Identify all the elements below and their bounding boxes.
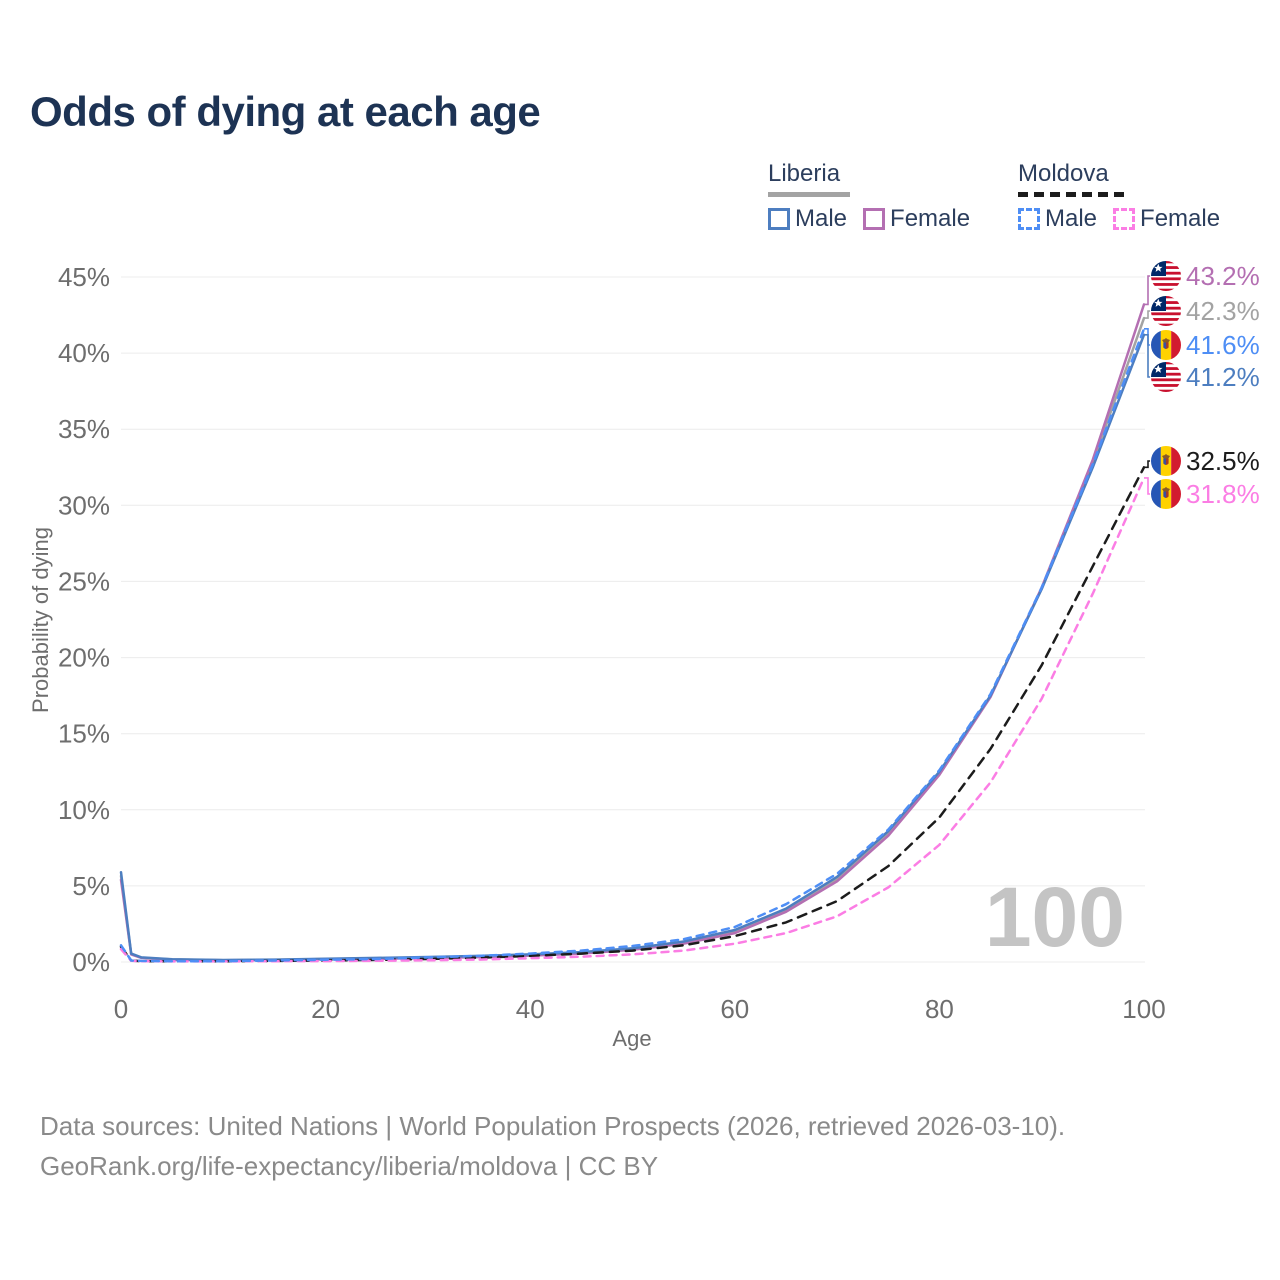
legend-country-liberia: Liberia bbox=[768, 160, 841, 187]
liberia-flag-icon bbox=[1151, 296, 1182, 327]
legend-item-liberia-female: Female bbox=[863, 205, 970, 233]
legend-label-moldova-female: Female bbox=[1140, 205, 1221, 232]
x-tick: 20 bbox=[311, 994, 340, 1024]
y-tick: 30% bbox=[58, 490, 110, 520]
y-axis-ticks: 0% 5% 10% 15% 20% 25% 30% 35% 40% 45% bbox=[58, 262, 110, 977]
x-axis-ticks: 0 20 40 60 80 100 bbox=[114, 994, 1166, 1024]
line-moldova-male bbox=[119, 327, 1146, 963]
end-label-value: 42.3% bbox=[1186, 296, 1260, 326]
end-label-value: 32.5% bbox=[1186, 446, 1260, 476]
label-connector bbox=[1144, 275, 1151, 306]
moldova-female-swatch-icon bbox=[1113, 208, 1136, 230]
legend-items-liberia: Male Female bbox=[768, 205, 970, 233]
liberia-flag-icon bbox=[1151, 261, 1182, 292]
series-lines bbox=[119, 303, 1146, 963]
line-moldova-both bbox=[119, 466, 1146, 963]
y-tick: 15% bbox=[58, 719, 110, 749]
end-label-liberia-male: 41.2% bbox=[1151, 362, 1260, 393]
end-labels: 43.2% 42.3% 41.6% 41.2% 32.5% 31.8% bbox=[1151, 261, 1260, 510]
y-tick: 25% bbox=[58, 566, 110, 596]
line-liberia-both bbox=[119, 316, 1146, 962]
moldova-flag-icon bbox=[1151, 330, 1182, 361]
y-tick: 40% bbox=[58, 338, 110, 368]
end-label-moldova-female: 31.8% bbox=[1151, 479, 1260, 510]
y-tick: 45% bbox=[58, 262, 110, 292]
x-tick: 80 bbox=[925, 994, 954, 1024]
legend-group-liberia: Liberia Male Female bbox=[768, 160, 970, 233]
data-sources-text: Data sources: United Nations | World Pop… bbox=[40, 1111, 1066, 1141]
legend-item-moldova-female: Female bbox=[1113, 205, 1220, 233]
line-liberia-female bbox=[119, 303, 1146, 962]
legend-group-moldova: Moldova Male Female bbox=[1018, 160, 1220, 233]
age-watermark: 100 bbox=[985, 870, 1125, 964]
end-label-value: 31.8% bbox=[1186, 479, 1260, 509]
label-connector bbox=[1144, 460, 1151, 469]
moldova-flag-icon bbox=[1151, 479, 1182, 510]
x-tick: 40 bbox=[516, 994, 545, 1024]
legend-underline-moldova bbox=[1018, 192, 1124, 197]
legend-underline-liberia bbox=[768, 192, 850, 197]
end-label-moldova-male: 41.6% bbox=[1151, 330, 1260, 361]
legend-items-moldova: Male Female bbox=[1018, 205, 1220, 233]
label-connector bbox=[1144, 477, 1151, 495]
gridlines bbox=[121, 276, 1145, 963]
y-tick: 0% bbox=[72, 947, 110, 977]
y-tick: 20% bbox=[58, 643, 110, 673]
label-connector bbox=[1144, 310, 1151, 319]
legend-label-moldova-male: Male bbox=[1045, 205, 1098, 232]
x-tick: 100 bbox=[1122, 994, 1165, 1024]
end-label-value: 43.2% bbox=[1186, 261, 1260, 291]
legend-item-liberia-male: Male bbox=[768, 205, 847, 233]
footer: Data sources: United Nations | World Pop… bbox=[40, 1106, 1065, 1186]
moldova-flag-icon bbox=[1151, 446, 1182, 477]
x-tick: 60 bbox=[720, 994, 749, 1024]
line-liberia-male bbox=[119, 333, 1146, 962]
liberia-male-swatch-icon bbox=[768, 208, 790, 230]
moldova-male-swatch-icon bbox=[1018, 208, 1040, 230]
end-label-liberia-both: 42.3% bbox=[1151, 296, 1260, 327]
y-tick: 5% bbox=[72, 871, 110, 901]
legend-label-liberia-female: Female bbox=[890, 205, 971, 232]
end-label-value: 41.2% bbox=[1186, 362, 1260, 392]
end-label-value: 41.6% bbox=[1186, 330, 1260, 360]
label-connector bbox=[1144, 334, 1151, 378]
x-axis-title: Age bbox=[612, 1026, 651, 1051]
y-tick: 10% bbox=[58, 795, 110, 825]
legend-item-moldova-male: Male bbox=[1018, 205, 1097, 233]
end-label-liberia-female: 43.2% bbox=[1151, 261, 1260, 292]
legend-country-moldova: Moldova bbox=[1018, 160, 1109, 187]
liberia-female-swatch-icon bbox=[863, 208, 886, 230]
liberia-flag-icon bbox=[1151, 362, 1182, 393]
page-title: Odds of dying at each age bbox=[30, 88, 541, 135]
x-tick: 0 bbox=[114, 994, 128, 1024]
legend-label-liberia-male: Male bbox=[795, 205, 848, 232]
georank-link[interactable]: GeoRank.org/life-expectancy/liberia/mold… bbox=[40, 1151, 659, 1181]
end-label-moldova-both: 32.5% bbox=[1151, 446, 1260, 477]
y-tick: 35% bbox=[58, 414, 110, 444]
y-axis-title: Probability of dying bbox=[28, 527, 53, 713]
label-connectors bbox=[1144, 275, 1151, 495]
